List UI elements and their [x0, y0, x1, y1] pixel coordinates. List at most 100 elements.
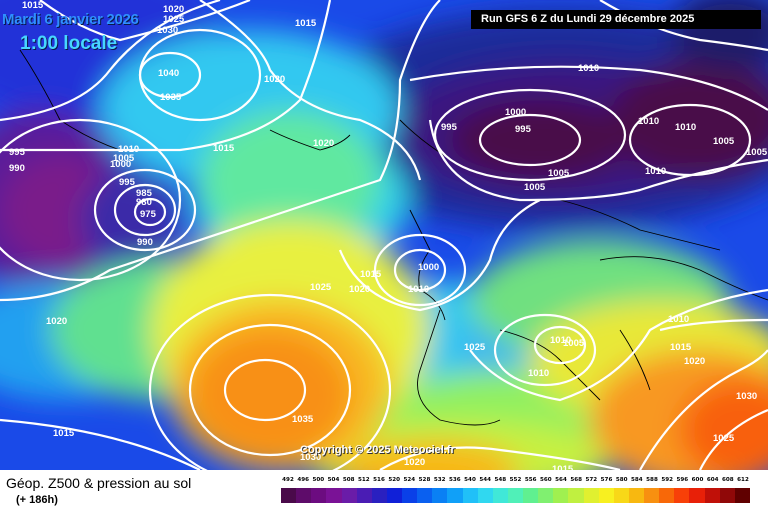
color-scale: 492 496 500 504 508 512 516 520 524 528 532 536 540 5… [281, 477, 750, 507]
isobar-label: 990 [137, 237, 153, 248]
isobar-label: 980 [136, 197, 152, 208]
isobar-label: 1005 [746, 147, 768, 158]
scale-tick: 496 [297, 477, 309, 483]
z500-field [0, 0, 768, 470]
isobar-label: 1020 [163, 4, 184, 15]
isobar-label: 1010 [675, 122, 696, 133]
scale-swatch [689, 488, 705, 503]
isobar-label: 1025 [310, 282, 332, 293]
isobar-label: 1030 [736, 391, 757, 402]
isobar-label: 1000 [110, 159, 131, 170]
scale-tick: 588 [646, 477, 658, 483]
scale-tick: 572 [585, 477, 598, 483]
isobar-label: 1015 [360, 269, 382, 280]
scale-bar [281, 488, 750, 503]
isobar-label: 975 [140, 209, 157, 220]
scale-tick: 528 [418, 477, 431, 483]
scale-swatch [613, 488, 629, 503]
isobar-label: 1020 [684, 356, 705, 367]
isobar-label: 1020 [264, 74, 285, 85]
isobar-label: 1000 [505, 107, 526, 118]
chart-title: Géop. Z500 & pression au sol [6, 475, 192, 491]
scale-tick: 600 [691, 477, 704, 483]
scale-swatch [341, 488, 357, 503]
scale-tick: 568 [570, 477, 582, 483]
isobar-label: 1000 [418, 262, 439, 273]
scale-tick: 564 [555, 477, 567, 483]
forecast-date: Mardi 6 janvier 2026 [2, 11, 139, 28]
scale-tick: 580 [615, 477, 628, 483]
copyright-text: Copyright © 2025 Meteociel.fr [300, 444, 455, 456]
scale-swatch [447, 488, 463, 503]
scale-swatch [402, 488, 418, 503]
scale-swatch [492, 488, 508, 503]
scale-tick: 512 [357, 477, 370, 483]
scale-tick: 544 [479, 477, 491, 483]
isobar-label: 995 [441, 122, 458, 133]
scale-swatch [386, 488, 402, 503]
forecast-time: 1:00 locale [20, 33, 118, 54]
isobar-label: 1035 [292, 414, 314, 425]
isobar-label: 1015 [670, 342, 692, 353]
isobar-label: 1010 [118, 144, 139, 155]
scale-tick: 612 [737, 477, 749, 483]
scale-tick: 508 [342, 477, 355, 483]
isobar-label: 1030 [157, 25, 178, 36]
scale-swatch [507, 488, 523, 503]
scale-swatch [644, 488, 660, 503]
isobar-label: 995 [119, 177, 136, 188]
scale-swatch [432, 488, 448, 503]
scale-swatch [356, 488, 372, 503]
legend-footer: Géop. Z500 & pression au sol (+ 186h) 49… [0, 470, 768, 512]
scale-swatch [583, 488, 599, 503]
isobar-label: 1010 [668, 314, 689, 325]
isobar-label: 1010 [408, 284, 429, 295]
scale-tick: 516 [373, 477, 385, 483]
isobar-label: 1005 [524, 182, 546, 193]
scale-tick: 532 [433, 477, 446, 483]
scale-swatch [326, 488, 342, 503]
run-banner: Run GFS 6 Z du Lundi 29 décembre 2025 [471, 10, 761, 29]
scale-swatch [311, 488, 327, 503]
isobar-label: 1015 [295, 18, 317, 29]
isobar-label: 1010 [578, 63, 599, 74]
scale-swatch [553, 488, 569, 503]
isobar-label: 1030 [300, 452, 321, 463]
scale-tick: 592 [661, 477, 673, 483]
isobar-label: 1040 [158, 68, 179, 79]
scale-swatch [371, 488, 387, 503]
isobar-label: 1005 [563, 338, 585, 349]
scale-swatch [734, 488, 750, 503]
isobar-label: 1020 [349, 284, 370, 295]
scale-swatch [462, 488, 478, 503]
isobar-label: 1015 [213, 143, 235, 154]
isobar-label: 1015 [22, 0, 44, 11]
isobar-label: 1005 [113, 153, 135, 164]
scale-swatch [704, 488, 720, 503]
isobar-label: 1025 [713, 433, 735, 444]
scale-ticks: 492 496 500 504 508 512 516 520 524 528 532 536 540 5… [281, 477, 750, 487]
scale-swatch [417, 488, 433, 503]
isobar-label: 985 [136, 188, 153, 199]
scale-tick: 548 [494, 477, 507, 483]
isobar-label: 1010 [528, 368, 549, 379]
isobar-label: 1020 [313, 138, 334, 149]
isobar-label: 995 [515, 124, 532, 135]
scale-swatch [628, 488, 644, 503]
scale-tick: 524 [403, 477, 416, 483]
isobar-label: 1020 [46, 316, 67, 327]
isobar-label: 1005 [548, 168, 570, 179]
forecast-lead: (+ 186h) [16, 494, 58, 506]
isobar-label: 1025 [163, 14, 185, 25]
isobar-label: 1025 [464, 342, 486, 353]
isobar-label: 1035 [160, 92, 182, 103]
geopotential-map: 1015 102010251030104010351015102010201010… [0, 0, 768, 470]
scale-tick: 504 [327, 477, 340, 483]
isobar-label: 1010 [638, 116, 659, 127]
scale-tick: 540 [464, 477, 476, 483]
scale-tick: 584 [630, 477, 643, 483]
isobar-label: 995 [9, 147, 26, 158]
isobar-label: 990 [9, 163, 25, 174]
isobar-label: 1010 [550, 335, 571, 346]
